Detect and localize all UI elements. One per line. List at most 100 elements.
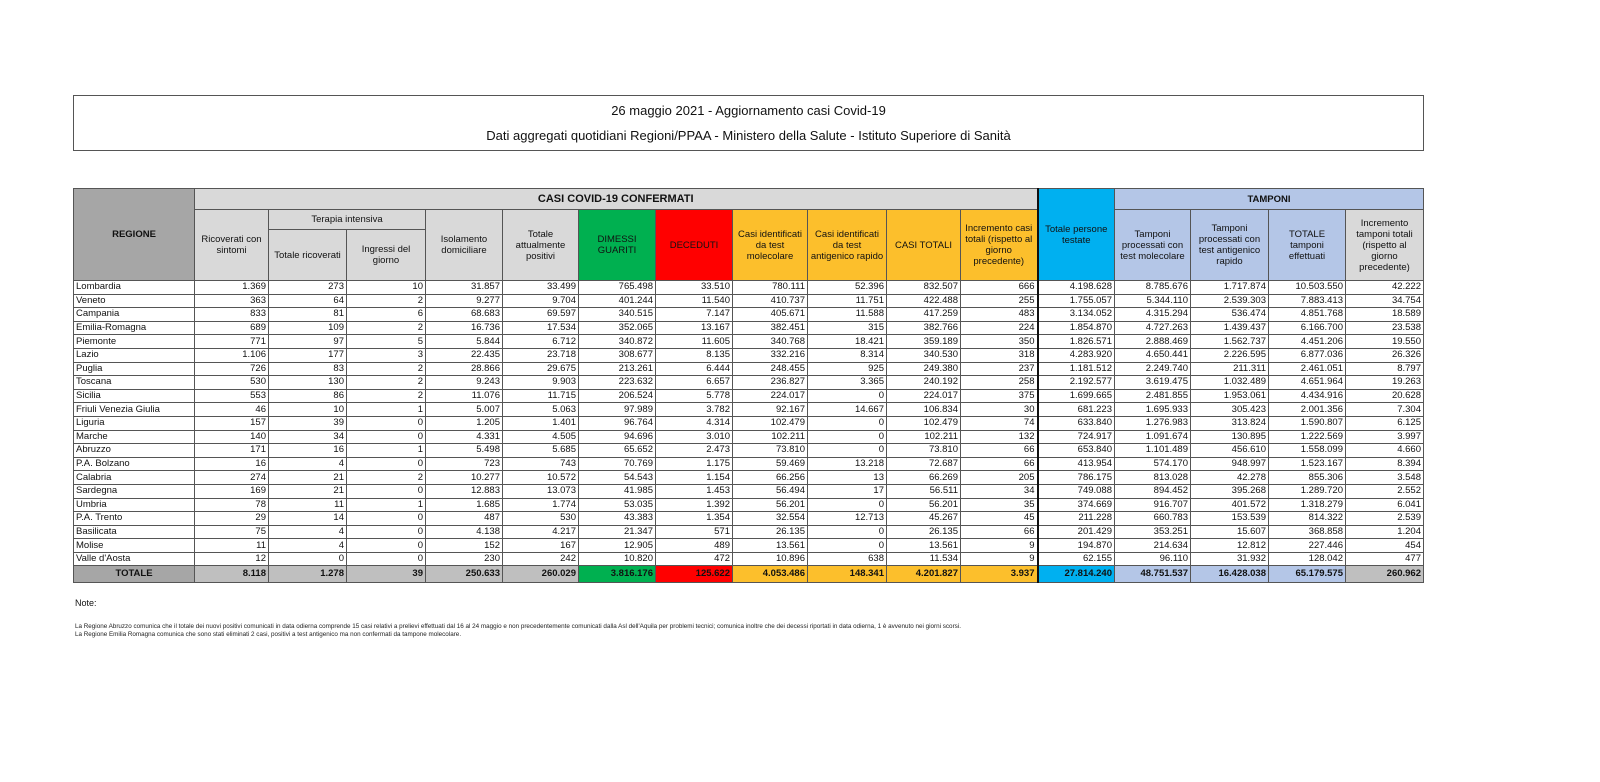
value-cell: 10.572 [502, 470, 579, 485]
value-cell: 130.895 [1190, 429, 1269, 445]
header-group-tamponi: TAMPONI [1114, 188, 1424, 210]
value-cell: 171 [194, 443, 269, 458]
value-cell: 211.228 [1036, 511, 1115, 526]
value-cell: 1.276.983 [1114, 415, 1191, 431]
value-cell: 45.267 [886, 511, 961, 526]
value-cell: 16.428.038 [1190, 565, 1269, 584]
value-cell: 14.667 [807, 402, 887, 417]
value-cell: 152 [425, 538, 503, 553]
value-cell: 410.737 [732, 293, 808, 309]
value-cell: 74 [960, 415, 1038, 431]
value-cell: 53.035 [578, 497, 656, 513]
value-cell: 2.552 [1345, 483, 1424, 499]
value-cell: 1.439.437 [1190, 320, 1269, 336]
value-cell: 1.953.061 [1190, 388, 1269, 404]
value-cell: 65.179.575 [1268, 565, 1346, 584]
value-cell: 2 [346, 361, 426, 377]
value-cell: 78 [194, 497, 269, 513]
value-cell: 34 [268, 429, 347, 445]
value-cell: 8.135 [655, 347, 733, 363]
value-cell: 1.755.057 [1036, 293, 1115, 309]
value-cell: 39 [346, 565, 426, 584]
value-cell: 813.028 [1114, 470, 1191, 485]
value-cell: 3.619.475 [1114, 375, 1191, 390]
value-cell: 1.717.874 [1190, 280, 1269, 295]
value-cell: 1 [346, 402, 426, 417]
table-row: Lombardia 1.369 273 10 31.857 33.499 765.498 33… [73, 280, 1424, 295]
value-cell: 723 [425, 456, 503, 472]
header-totale-ricoverati: Totale ricoverati [268, 229, 347, 281]
value-cell: 140 [194, 429, 269, 445]
table-row: Sicilia 553 86 2 11.076 11.715 206.524 5.778 224… [73, 388, 1424, 404]
value-cell: 472 [655, 551, 733, 567]
region-cell: Liguria [73, 415, 195, 431]
value-cell: 2.481.855 [1114, 388, 1191, 404]
value-cell: 5.844 [425, 334, 503, 349]
value-cell: 66 [960, 524, 1038, 540]
value-cell: 3.365 [807, 375, 887, 390]
value-cell: 83 [268, 361, 347, 377]
value-cell: 7.883.413 [1268, 293, 1346, 309]
value-cell: 530 [194, 375, 269, 390]
value-cell: 574.170 [1114, 456, 1191, 472]
value-cell: 4.138 [425, 524, 503, 540]
region-cell: P.A. Bolzano [73, 456, 195, 472]
value-cell: 96.110 [1114, 551, 1191, 567]
value-cell: 240.192 [886, 375, 961, 390]
value-cell: 0 [807, 415, 887, 431]
header-casi-totali: CASI TOTALI [886, 209, 961, 281]
value-cell: 0 [346, 483, 426, 499]
value-cell: 477 [1345, 551, 1424, 567]
value-cell: 413.954 [1036, 456, 1115, 472]
value-cell: 20.628 [1345, 388, 1424, 404]
value-cell: 483 [960, 307, 1038, 322]
value-cell: 1 [346, 443, 426, 458]
value-cell: 0 [346, 415, 426, 431]
table-row: Marche 140 34 0 4.331 4.505 94.696 3.010 102.211… [73, 429, 1424, 445]
value-cell: 1.401 [502, 415, 579, 431]
value-cell: 64 [268, 293, 347, 309]
region-cell: Umbria [73, 497, 195, 513]
value-cell: 350 [960, 334, 1038, 349]
value-cell: 23.538 [1345, 320, 1424, 336]
value-cell: 26.135 [886, 524, 961, 540]
value-cell: 1.685 [425, 497, 503, 513]
value-cell: 73.810 [886, 443, 961, 458]
value-cell: 10 [268, 402, 347, 417]
value-cell: 59.469 [732, 456, 808, 472]
value-cell: 1.590.807 [1268, 415, 1346, 431]
value-cell: 382.766 [886, 320, 961, 336]
note-line: La Regione Emilia Romagna comunica che s… [75, 631, 462, 638]
value-cell: 530 [502, 511, 579, 526]
value-cell: 14 [268, 511, 347, 526]
value-cell: 3.816.176 [578, 565, 656, 584]
value-cell: 10.896 [732, 551, 808, 567]
value-cell: 19.263 [1345, 375, 1424, 390]
value-cell: 948.997 [1190, 456, 1269, 472]
value-cell: 4.434.916 [1268, 388, 1346, 404]
region-cell: Molise [73, 538, 195, 553]
value-cell: 3.548 [1345, 470, 1424, 485]
header-incremento-tamponi: Incremento tamponi totali (rispetto al g… [1345, 209, 1424, 281]
value-cell: 724.917 [1036, 429, 1115, 445]
value-cell: 255 [960, 293, 1038, 309]
value-cell: 6.657 [655, 375, 733, 390]
value-cell: 814.322 [1268, 511, 1346, 526]
table-row: P.A. Trento 29 14 0 487 530 43.383 1.354 32.554 1… [73, 511, 1424, 526]
table-row: Campania 833 81 6 68.683 69.597 340.515 7.147 40… [73, 307, 1424, 322]
value-cell: 249.380 [886, 361, 961, 377]
header-totale-persone: Totale persone testate [1036, 188, 1115, 281]
value-cell: 833 [194, 307, 269, 322]
value-cell: 0 [346, 429, 426, 445]
covid-data-table: REGIONE CASI COVID-19 CONFERMATI Totale … [73, 188, 1424, 584]
value-cell: 13.561 [732, 538, 808, 553]
value-cell: 11.540 [655, 293, 733, 309]
value-cell: 250.633 [425, 565, 503, 584]
value-cell: 765.498 [578, 280, 656, 295]
value-cell: 0 [268, 551, 347, 567]
value-cell: 41.985 [578, 483, 656, 499]
value-cell: 274 [194, 470, 269, 485]
value-cell: 73.810 [732, 443, 808, 458]
value-cell: 305.423 [1190, 402, 1269, 417]
value-cell: 553 [194, 388, 269, 404]
